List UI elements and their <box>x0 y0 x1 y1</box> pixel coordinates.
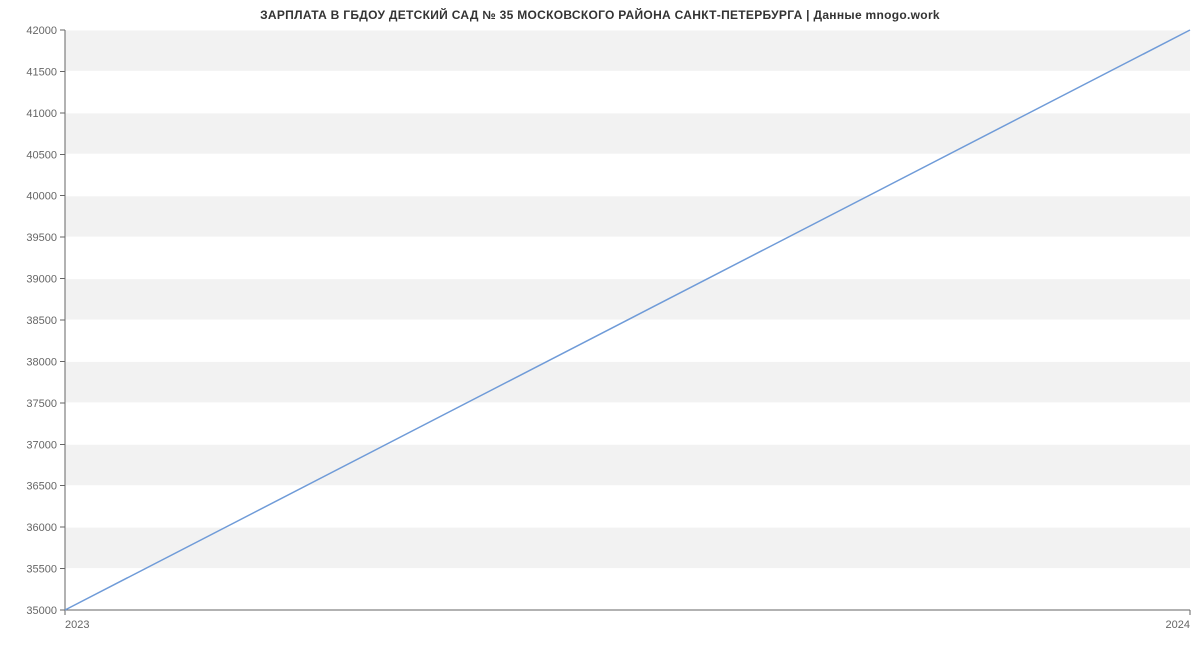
chart-title: ЗАРПЛАТА В ГБДОУ ДЕТСКИЙ САД № 35 МОСКОВ… <box>0 8 1200 22</box>
line-chart: 35000 35500 36000 36500 37000 37500 38000 38500… <box>0 0 1200 650</box>
y-tick-label: 39500 <box>26 232 57 244</box>
y-tick-label: 36000 <box>26 522 57 534</box>
plot-band <box>65 196 1190 237</box>
plot-band <box>65 279 1190 320</box>
y-tick-label: 42000 <box>26 25 57 37</box>
y-tick-label: 41500 <box>26 66 57 78</box>
y-tick-label: 40000 <box>26 191 57 203</box>
y-tick-label: 35500 <box>26 564 57 576</box>
x-tick-label: 2024 <box>1166 619 1190 631</box>
y-tick-label: 39000 <box>26 274 57 286</box>
plot-band <box>65 527 1190 568</box>
y-tick-label: 38500 <box>26 315 57 327</box>
y-tick-label: 37500 <box>26 398 57 410</box>
plot-band <box>65 30 1190 71</box>
y-tick-label: 37000 <box>26 439 57 451</box>
chart-container: ЗАРПЛАТА В ГБДОУ ДЕТСКИЙ САД № 35 МОСКОВ… <box>0 0 1200 650</box>
y-tick-label: 38000 <box>26 356 57 368</box>
y-tick-label: 41000 <box>26 108 57 120</box>
y-tick-label: 36500 <box>26 481 57 493</box>
y-tick-label: 40500 <box>26 149 57 161</box>
x-tick-label: 2023 <box>65 619 89 631</box>
plot-band <box>65 113 1190 154</box>
y-tick-label: 35000 <box>26 605 57 617</box>
plot-band <box>65 361 1190 402</box>
plot-band <box>65 444 1190 485</box>
